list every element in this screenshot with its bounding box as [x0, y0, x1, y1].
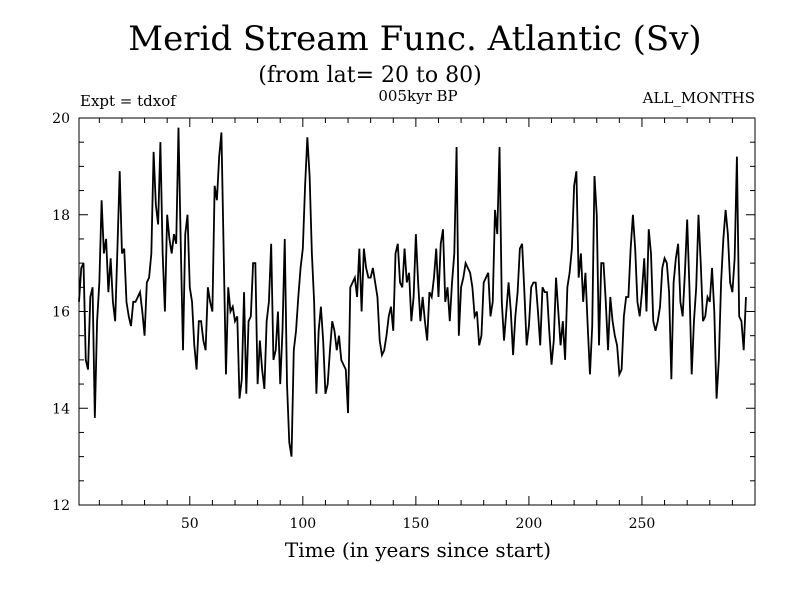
x-tick-label: 50 [181, 516, 199, 532]
x-tick-label: 150 [403, 516, 430, 532]
y-tick-label: 16 [52, 305, 70, 321]
expt-label: Expt = tdxof [80, 92, 177, 110]
chart-subtitle: (from lat= 20 to 80) [258, 63, 481, 88]
series-line [78, 127, 747, 457]
x-tick-label: 100 [289, 516, 316, 532]
chart-title: Merid Stream Func. Atlantic (Sv) [128, 19, 701, 59]
y-tick-label: 12 [52, 498, 70, 514]
y-tick-label: 14 [52, 401, 70, 417]
plot-area: 50 100 150 200 250 12 14 16 18 20 [52, 111, 756, 532]
y-tick-label: 20 [52, 111, 70, 127]
x-tick-label: 250 [629, 516, 656, 532]
x-tick-label: 200 [516, 516, 543, 532]
y-tick-label: 18 [52, 208, 70, 224]
period-label: 005kyr BP [378, 87, 457, 105]
x-axis-label: Time (in years since start) [285, 538, 551, 562]
months-label: ALL_MONTHS [642, 89, 755, 107]
